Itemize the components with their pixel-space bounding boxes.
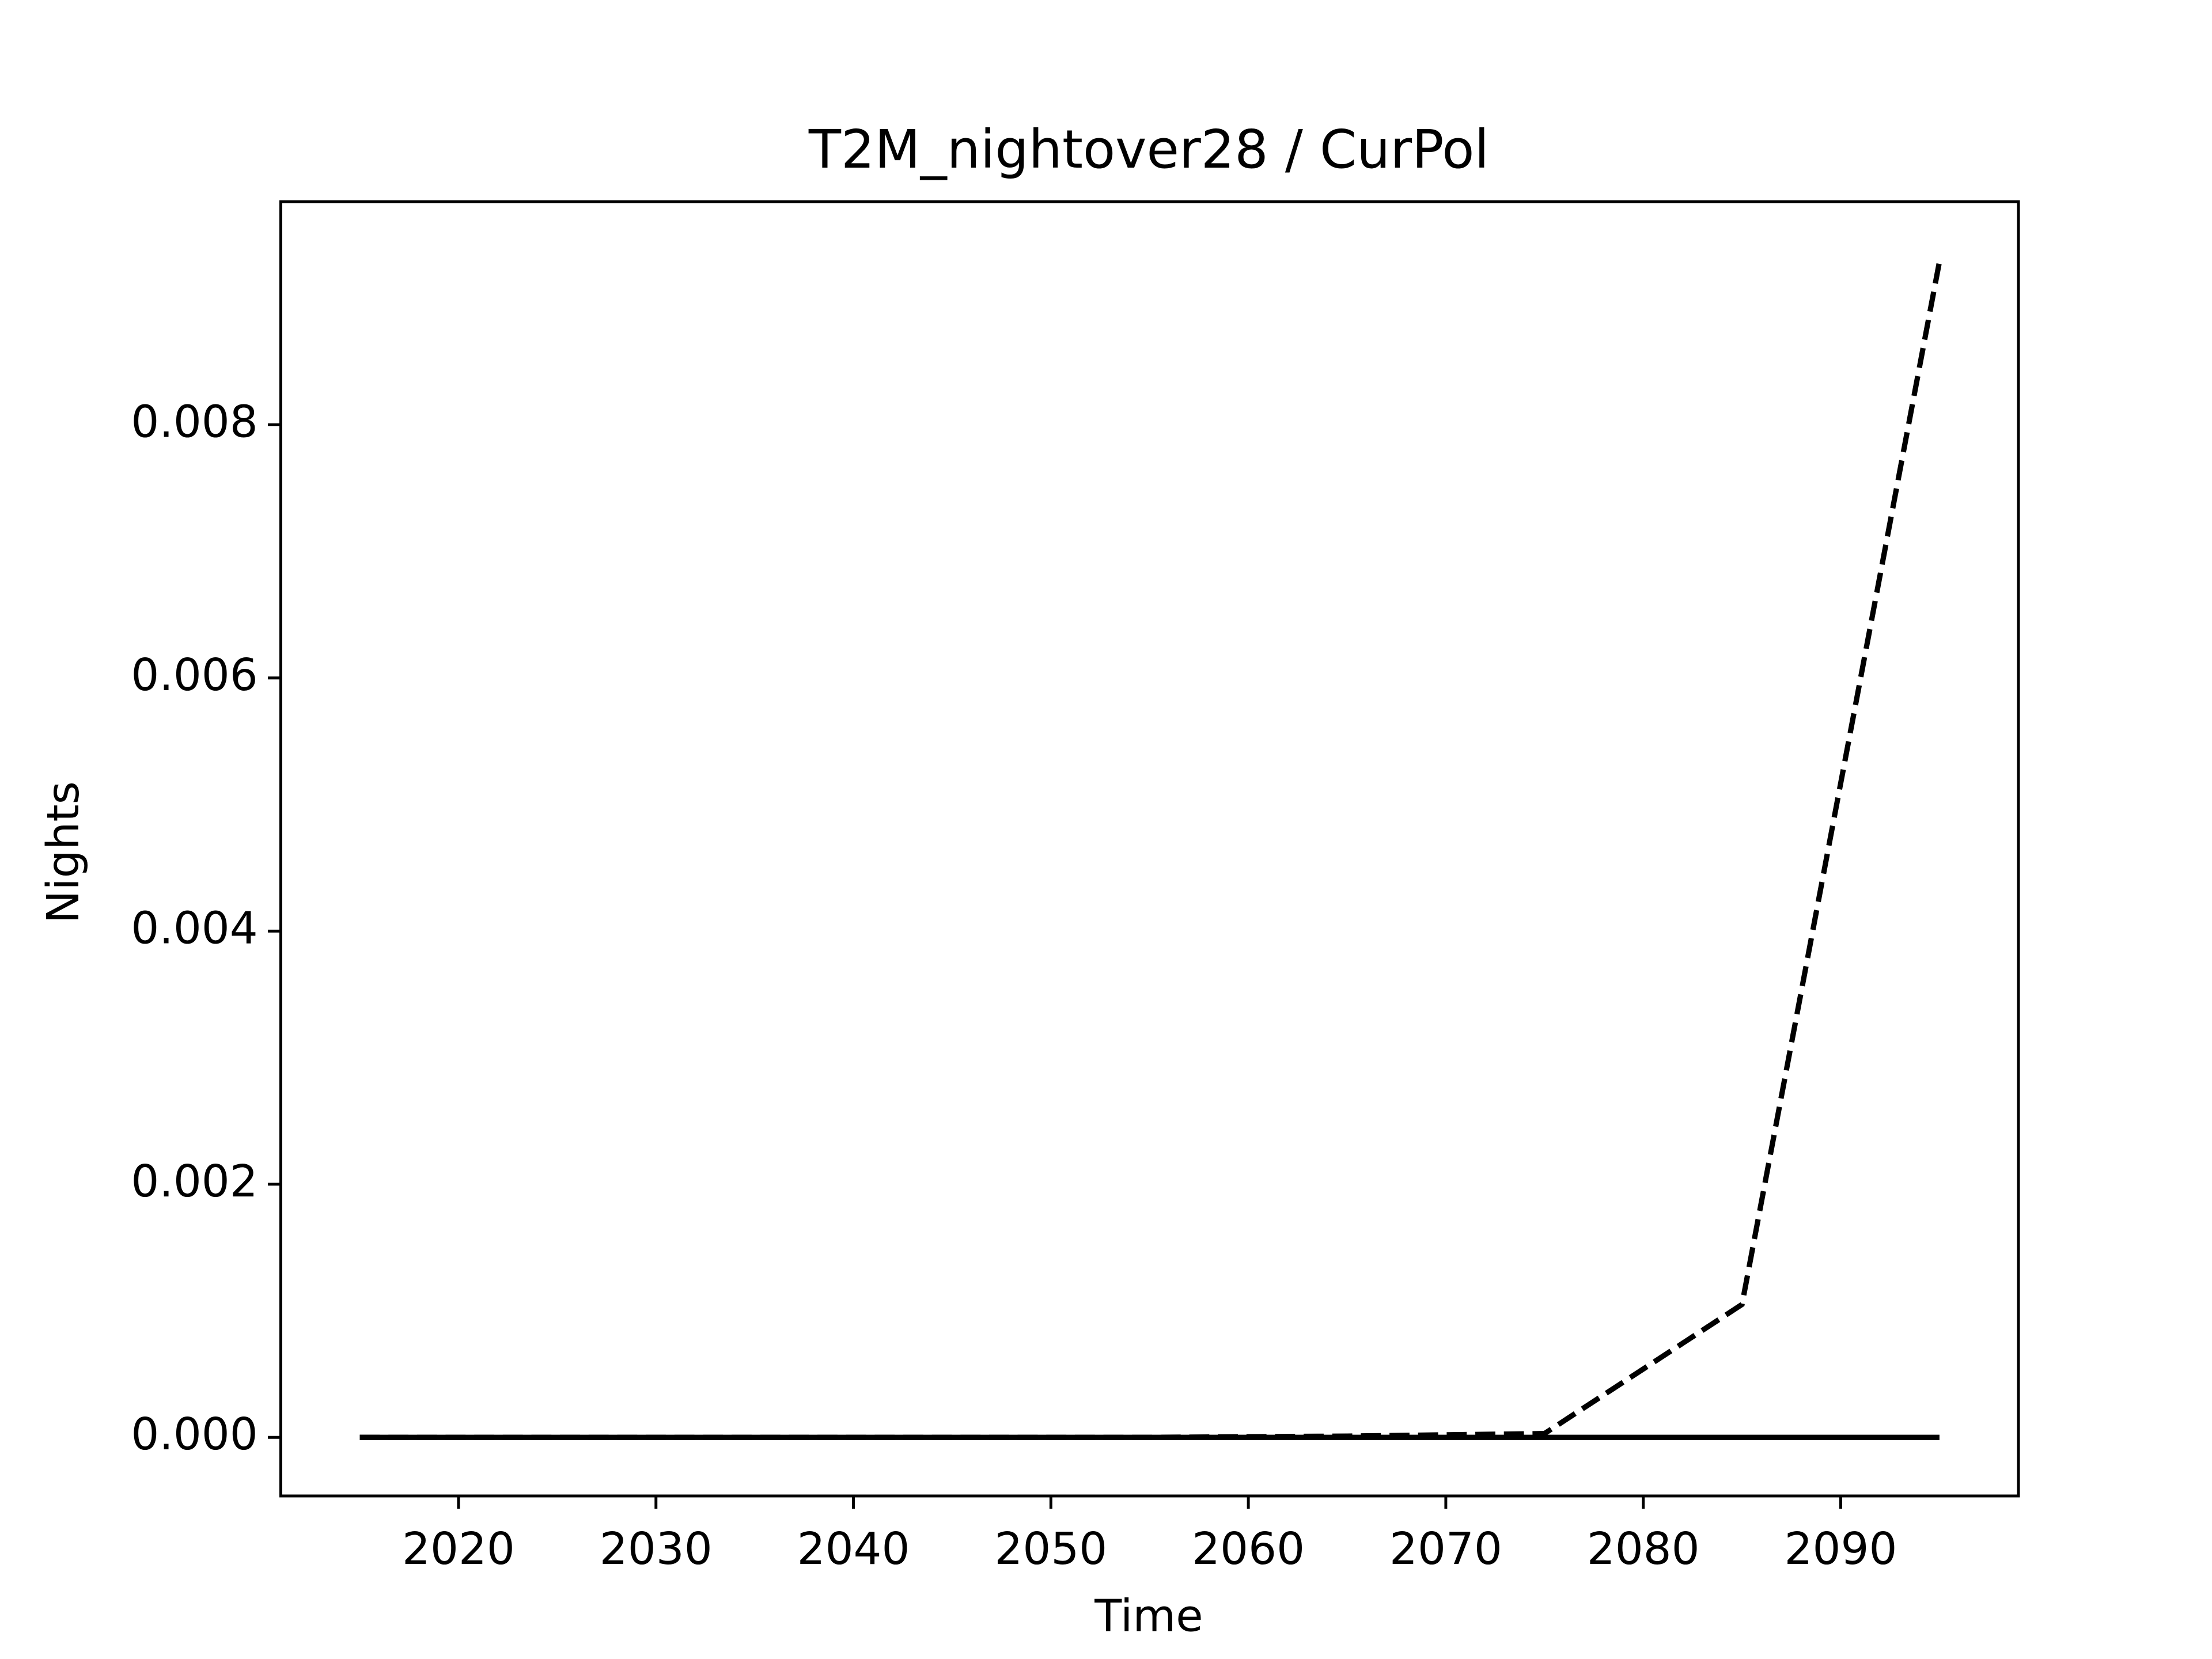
x-tick-label: 2050 [994,1524,1107,1575]
plot-frame [279,200,2020,1498]
x-tick-label: 2060 [1192,1524,1305,1575]
x-axis-label: Time [1094,1590,1203,1642]
y-tick-label: 0.008 [131,396,257,448]
y-tick-label: 0.004 [131,903,257,954]
x-tick-label: 2020 [402,1524,515,1575]
x-tick-label: 2090 [1785,1524,1897,1575]
x-tick-label: 2040 [797,1524,910,1575]
x-tick-label: 2030 [600,1524,713,1575]
y-tick-label: 0.006 [131,650,257,701]
y-tick-label: 0.000 [131,1409,257,1460]
chart-title: T2M_nightover28 / CurPol [808,119,1489,180]
y-tick-label: 0.002 [131,1156,257,1207]
y-axis-label: Nights [38,781,89,923]
x-tick-label: 2080 [1587,1524,1700,1575]
x-tick-label: 2070 [1389,1524,1502,1575]
